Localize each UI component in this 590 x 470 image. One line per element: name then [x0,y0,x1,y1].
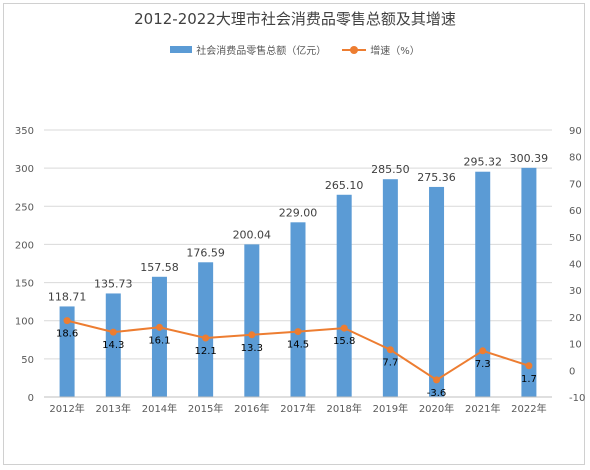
legend-bar-swatch [170,46,193,53]
growth-value-label: 1.7 [521,374,537,385]
growth-value-label: 7.7 [382,358,398,369]
bar-value-label: 229.00 [279,206,318,219]
y-right-tick-label: 60 [569,206,582,217]
y-right-tick-label: 30 [569,286,582,297]
growth-point [109,328,117,336]
bar [290,222,306,397]
legend-line-label: 增速（%） [370,46,420,57]
growth-point [340,324,348,332]
growth-value-label: 14.3 [102,340,124,351]
growth-point [155,323,163,331]
bar [521,167,537,397]
growth-point [433,376,441,384]
bar-value-label: 176.59 [186,246,225,259]
legend-bar-label: 社会消费品零售总额（亿元） [196,46,327,57]
growth-point [386,346,394,354]
y-right-tick-label: 80 [569,153,582,164]
bar-value-label: 285.50 [371,163,410,176]
y-right-tick-label: 90 [569,126,582,137]
x-tick-label: 2016年 [234,402,269,415]
bar-value-label: 300.39 [510,152,549,165]
y-left-tick-label: 100 [15,317,34,328]
y-right-tick-label: 20 [569,313,582,324]
bar-value-label: 265.10 [325,179,364,192]
bar [244,244,260,397]
growth-point [525,362,533,370]
bar-value-label: 118.71 [48,290,87,303]
legend-line-marker [342,45,367,54]
bar-value-label: 295.32 [463,156,502,169]
x-tick-label: 2022年 [511,402,546,415]
x-tick-label: 2018年 [326,402,361,415]
x-tick-label: 2020年 [419,402,454,415]
y-left-tick-label: 0 [28,393,34,404]
y-right-tick-label: 50 [569,233,582,244]
x-tick-label: 2017年 [280,402,315,415]
x-tick-label: 2012年 [49,402,84,415]
y-left-tick-label: 200 [15,240,34,251]
y-right-tick-label: 10 [569,340,582,351]
bar [59,306,75,397]
y-left-tick-label: 300 [15,164,34,175]
growth-value-label: 18.6 [56,329,78,340]
bar [475,171,491,397]
growth-point [202,334,210,342]
growth-value-label: -3.6 [427,388,447,399]
bar [198,262,214,397]
growth-point [479,347,487,355]
y-right-tick-label: 70 [569,179,582,190]
y-left-tick-label: 350 [15,126,34,137]
growth-value-label: 13.3 [241,343,263,354]
y-left-tick-label: 150 [15,279,34,290]
y-right-tick-label: -10 [569,393,585,404]
y-left-tick-label: 250 [15,202,34,213]
bar-value-label: 135.73 [94,277,133,290]
growth-value-label: 12.1 [195,346,217,357]
bar-value-label: 275.36 [417,171,456,184]
x-tick-label: 2014年 [142,402,177,415]
y-right-tick-label: 0 [569,366,575,377]
growth-value-label: 14.5 [287,340,309,351]
bar-value-label: 157.58 [140,261,179,274]
y-left-tick-label: 50 [21,355,34,366]
bar [429,186,445,397]
x-tick-label: 2021年 [465,402,500,415]
chart-legend: 社会消费品零售总额（亿元） 增速（%） [0,42,590,57]
x-tick-label: 2013年 [96,402,131,415]
growth-value-label: 16.1 [148,335,170,346]
x-tick-label: 2015年 [188,402,223,415]
bar [382,179,398,397]
growth-point [248,331,256,339]
chart-title: 2012-2022大理市社会消费品零售总额及其增速 [134,10,456,28]
bar [105,293,121,397]
growth-value-label: 15.8 [333,336,355,347]
bar [336,194,352,397]
y-right-tick-label: 40 [569,260,582,271]
growth-value-label: 7.3 [475,359,491,370]
growth-point [294,328,302,336]
x-tick-label: 2019年 [373,402,408,415]
bar [151,276,167,397]
bar-value-label: 200.04 [233,228,272,241]
growth-point [63,317,71,325]
